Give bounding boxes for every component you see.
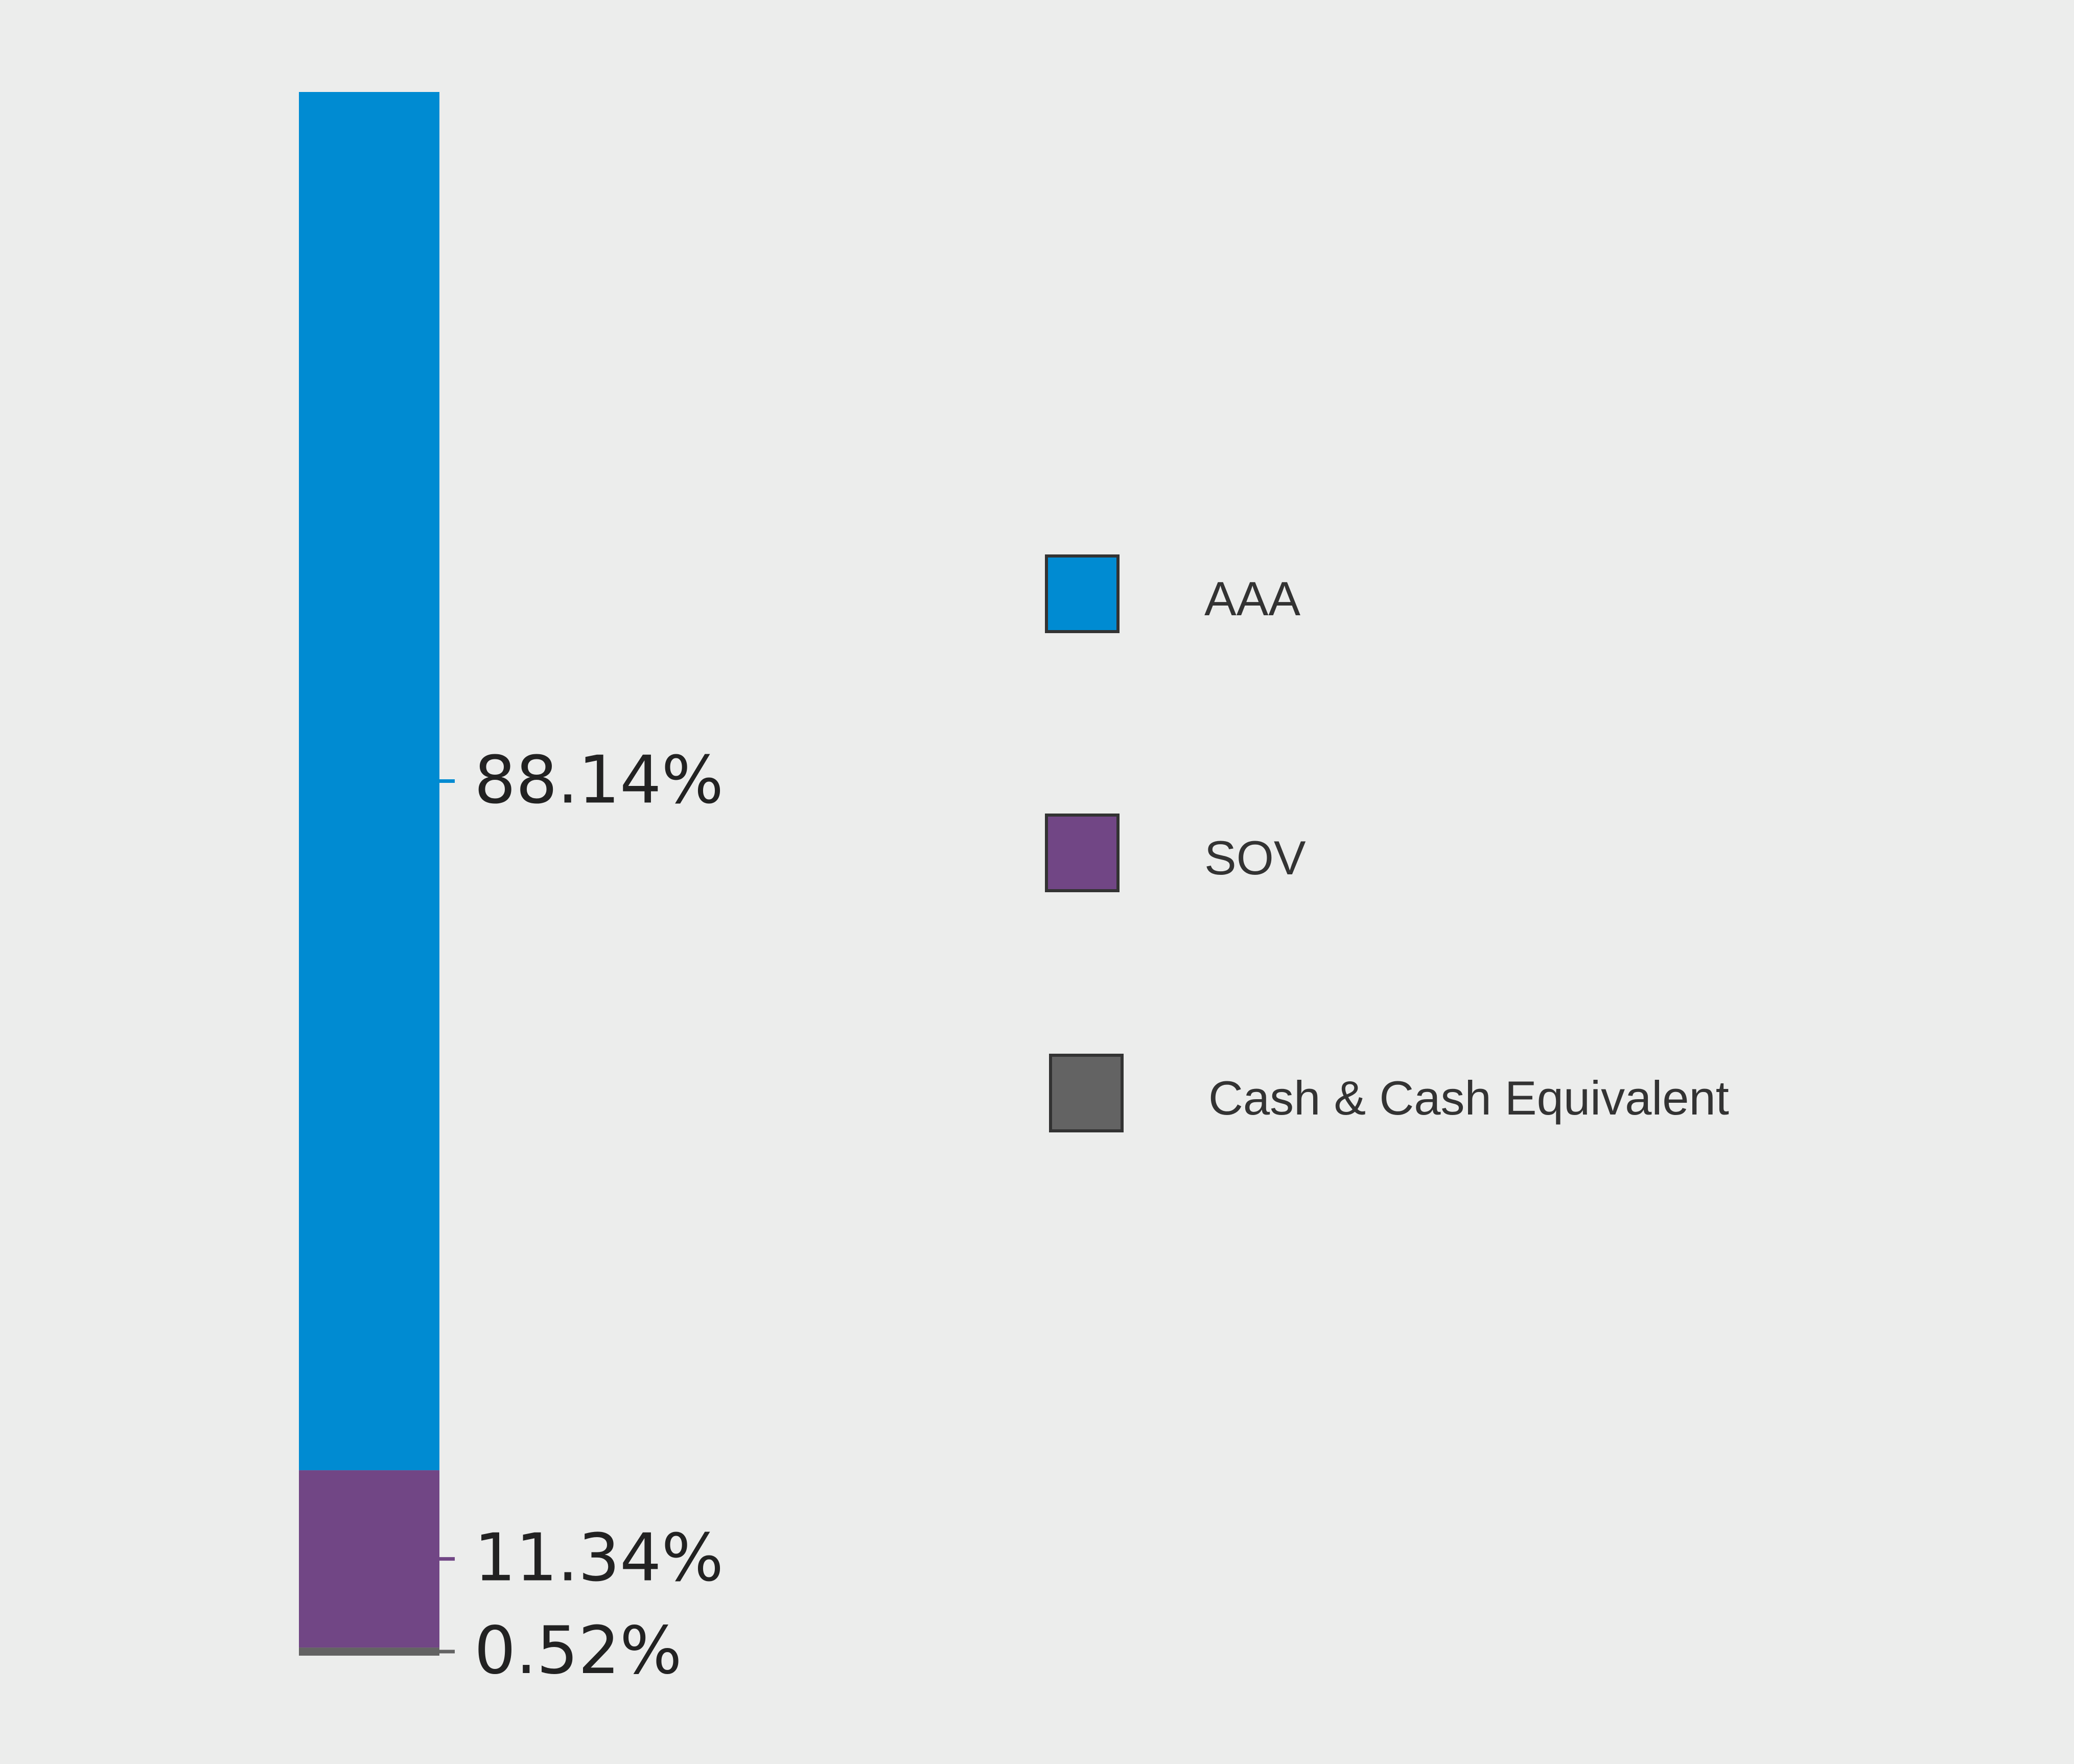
legend-label-cash: Cash & Cash Equivalent [1208, 1071, 1729, 1125]
bar-segment-sov [299, 1470, 439, 1648]
legend-label-sov: SOV [1204, 831, 1306, 885]
data-label-sov: 11.34% [474, 1520, 724, 1596]
legend-swatch-sov [1045, 814, 1120, 892]
data-label-cash-cash-equivalent: 0.52% [474, 1613, 682, 1689]
legend-label-aaa: AAA [1204, 572, 1301, 625]
legend-item-cash: Cash & Cash Equivalent [1049, 1054, 2020, 1135]
bar-segment-cash-cash-equivalent [299, 1647, 439, 1656]
data-label-aaa: 88.14% [474, 742, 724, 819]
legend-item-aaa: AAA [1045, 554, 2016, 636]
legend-swatch-cash [1049, 1054, 1124, 1132]
legend-item-sov: SOV [1045, 814, 2016, 895]
legend-swatch-aaa [1045, 554, 1120, 633]
bar-segment-aaa [299, 92, 439, 1471]
